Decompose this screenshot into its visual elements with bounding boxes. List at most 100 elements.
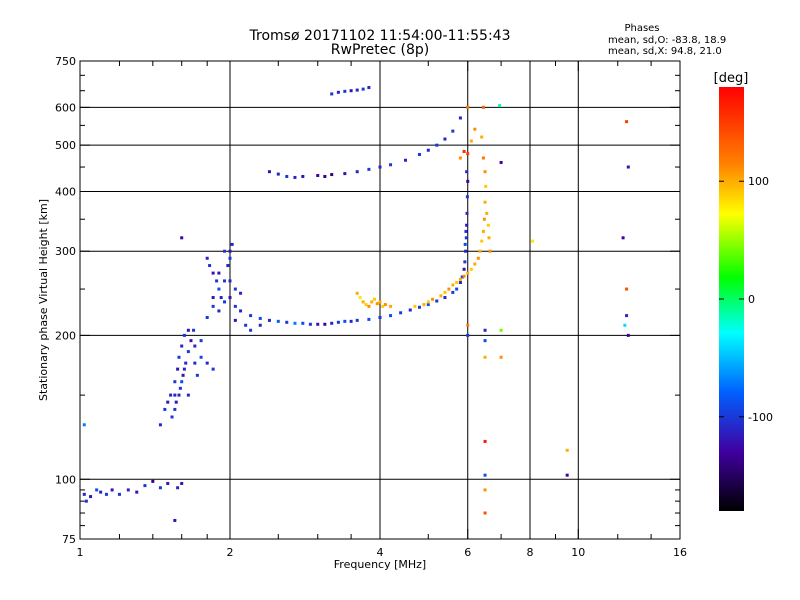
x-tick-label: 16 bbox=[673, 546, 687, 559]
data-point-o bbox=[465, 223, 469, 227]
y-tick-label: 750 bbox=[55, 55, 76, 68]
data-point-x bbox=[383, 303, 387, 307]
data-point-o bbox=[285, 174, 289, 178]
data-point-o bbox=[301, 174, 305, 178]
data-point-x bbox=[355, 291, 359, 295]
data-point-x bbox=[473, 127, 477, 131]
data-point-o bbox=[293, 175, 297, 179]
data-point-x bbox=[621, 236, 625, 240]
data-point-o bbox=[166, 400, 170, 404]
data-point-o bbox=[367, 86, 371, 90]
data-point-o bbox=[458, 281, 462, 285]
data-point-o bbox=[158, 423, 162, 427]
data-point-o bbox=[181, 373, 185, 377]
data-point-o bbox=[173, 518, 177, 522]
data-point-o bbox=[211, 367, 215, 371]
data-point-o bbox=[443, 296, 447, 300]
data-point-x bbox=[431, 297, 435, 301]
data-point-o bbox=[233, 287, 237, 291]
data-point-o bbox=[135, 490, 139, 494]
data-point-o bbox=[173, 380, 177, 384]
data-point-o bbox=[104, 492, 108, 496]
data-point-o bbox=[301, 321, 305, 325]
data-point-x bbox=[381, 304, 385, 308]
data-point-o bbox=[223, 279, 227, 283]
phase-stats-o: mean, sd,O: -83.8, 18.9 bbox=[608, 35, 726, 46]
data-point-x bbox=[483, 488, 487, 492]
data-point-o bbox=[464, 229, 468, 233]
data-point-o bbox=[143, 484, 147, 488]
data-point-o bbox=[110, 488, 114, 492]
data-point-o bbox=[228, 296, 232, 300]
data-point-o bbox=[408, 308, 412, 312]
data-point-x bbox=[483, 339, 487, 343]
data-point-o bbox=[316, 322, 320, 326]
x-axis-ticks: 1 2 4 6 8 10 16 bbox=[77, 61, 687, 559]
data-point-x bbox=[499, 328, 503, 332]
data-point-o bbox=[173, 393, 177, 397]
phase-stats-x: mean, sd,X: 94.8, 21.0 bbox=[608, 46, 722, 57]
data-point-o bbox=[192, 328, 196, 332]
data-point-o bbox=[177, 393, 181, 397]
data-point-o bbox=[343, 172, 347, 176]
data-point-o bbox=[399, 311, 403, 315]
data-point-o bbox=[389, 314, 393, 318]
data-point-o bbox=[285, 320, 289, 324]
data-point-o bbox=[336, 320, 340, 324]
data-point-o bbox=[378, 165, 382, 169]
data-point-x bbox=[480, 239, 484, 243]
data-point-o bbox=[276, 172, 280, 176]
data-point-x bbox=[443, 290, 447, 294]
data-point-o bbox=[163, 407, 167, 411]
data-point-x bbox=[623, 323, 627, 327]
data-point-o bbox=[426, 303, 430, 307]
phase-stats-heading: Phases bbox=[624, 23, 659, 34]
data-point-o bbox=[249, 314, 253, 318]
data-point-o bbox=[84, 499, 88, 503]
data-point-o bbox=[228, 249, 232, 253]
data-point-o bbox=[355, 170, 359, 174]
data-point-x bbox=[481, 229, 485, 233]
data-point-o bbox=[378, 315, 382, 319]
data-point-o bbox=[465, 170, 469, 174]
data-point-o bbox=[228, 279, 232, 283]
x-tick-label: 4 bbox=[377, 546, 384, 559]
data-point-o bbox=[178, 386, 182, 390]
data-point-o bbox=[176, 367, 180, 371]
data-point-o bbox=[205, 256, 209, 260]
data-point-x bbox=[625, 314, 629, 318]
data-point-o bbox=[233, 304, 237, 308]
data-point-o bbox=[323, 174, 327, 178]
data-point-o bbox=[466, 179, 470, 183]
data-point-o bbox=[233, 318, 237, 322]
data-point-o bbox=[226, 264, 230, 268]
data-point-x bbox=[373, 297, 377, 301]
chart-title: Tromsø 20171102 11:54:00-11:55:43 bbox=[249, 28, 511, 44]
data-point-o bbox=[217, 309, 221, 313]
data-point-o bbox=[464, 236, 468, 240]
data-point-o bbox=[82, 423, 86, 427]
data-point-x bbox=[367, 304, 371, 308]
data-point-x bbox=[481, 105, 485, 109]
data-point-o bbox=[180, 236, 184, 240]
data-point-x bbox=[458, 156, 462, 160]
x-tick-label: 6 bbox=[464, 546, 471, 559]
data-point-o bbox=[151, 479, 155, 483]
data-point-o bbox=[223, 300, 227, 304]
data-point-x bbox=[483, 439, 487, 443]
data-point-o bbox=[99, 490, 103, 494]
y-axis-label: Stationary phase Virtual Height [km] bbox=[37, 199, 50, 401]
data-point-o bbox=[349, 319, 353, 323]
chart-subtitle: RwPretec (8p) bbox=[331, 42, 429, 58]
data-point-x bbox=[370, 300, 374, 304]
data-point-o bbox=[330, 92, 334, 96]
minor-ticks bbox=[80, 61, 680, 539]
data-point-o bbox=[330, 321, 334, 325]
data-point-o bbox=[258, 323, 262, 327]
data-point-o bbox=[126, 488, 130, 492]
data-point-o bbox=[173, 407, 177, 411]
data-point-x bbox=[625, 287, 629, 291]
data-point-x bbox=[364, 303, 368, 307]
data-point-o bbox=[435, 299, 439, 303]
data-point-o bbox=[460, 275, 464, 279]
